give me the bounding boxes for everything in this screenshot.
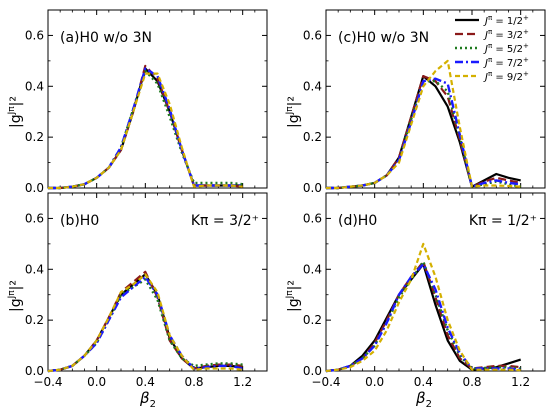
- legend: Jπ = 1/2+Jπ = 3/2+Jπ = 5/2+Jπ = 7/2+Jπ =…: [455, 14, 529, 83]
- y-axis-label-top-left: |gJπ|²: [7, 96, 24, 128]
- panel-d: −0.4 0.0 0.4 0.8 1.20.00.20.40.6 (d)H0 Kπ = 1/…: [303, 192, 546, 389]
- series-line-1: [326, 74, 521, 190]
- series-line-3: [325, 260, 521, 373]
- series-line-3: [326, 79, 521, 190]
- y-tick-label: 0.2: [303, 130, 322, 144]
- k-label: Kπ = 3/2⁺: [191, 213, 259, 229]
- x-tick-label: 0.4: [136, 375, 155, 389]
- series-line-5: [325, 242, 521, 373]
- series-line-2: [48, 64, 243, 190]
- series-line-2: [325, 260, 521, 373]
- panel-label: (a)H0 w/o 3N: [60, 30, 152, 46]
- legend-entry-4: Jπ = 7/2+: [483, 56, 529, 69]
- x-tick-label: 0.8: [462, 375, 481, 389]
- panels: 0.0 0.2 0.4 0.6 (a)H0 w/o 3N 0.0 0.2 0.4 0.6 (c)H…: [25, 9, 546, 389]
- panel-c: 0.0 0.2 0.4 0.6 (c)H0 w/o 3N: [303, 9, 546, 195]
- legend-entry-3: Jπ = 5/2+: [483, 42, 529, 55]
- series-line-4: [47, 275, 243, 373]
- y-axis-label-top-right: |gJπ|²: [285, 96, 302, 128]
- legend-entry-2: Jπ = 3/2+: [483, 28, 529, 41]
- y-axis-label-bottom-left: |gJπ|²: [7, 280, 24, 312]
- y-tick-label: 0.4: [303, 79, 322, 93]
- x-tick-label: 0.4: [414, 375, 433, 389]
- y-tick-label: 0.4: [25, 79, 44, 93]
- y-tick-label: 0.2: [25, 130, 44, 144]
- y-tick-label: 0.6: [303, 28, 322, 42]
- y-tick-label: 0.6: [25, 211, 44, 225]
- panel-a: 0.0 0.2 0.4 0.6 (a)H0 w/o 3N: [25, 9, 268, 195]
- x-tick-label: −0.4: [311, 375, 340, 389]
- y-tick-label: 0.2: [25, 313, 44, 327]
- panel-label: (d)H0: [338, 213, 377, 229]
- y-tick-label: 0.0: [25, 181, 44, 195]
- panel-label: (c)H0 w/o 3N: [338, 30, 429, 46]
- x-tick-label: 0.0: [87, 375, 106, 389]
- series-line-4: [325, 263, 521, 373]
- panel-label: (b)H0: [60, 213, 99, 229]
- series-line-5: [326, 59, 521, 190]
- y-tick-label: 0.2: [303, 313, 322, 327]
- panel-b: −0.4 0.0 0.4 0.8 1.20.00.20.40.6 (b)H0 Kπ = 3/…: [25, 192, 268, 389]
- series-line-3: [47, 278, 243, 373]
- legend-entry-5: Jπ = 9/2+: [483, 70, 529, 83]
- y-tick-label: 0.0: [25, 364, 44, 378]
- series-line-2: [326, 74, 521, 190]
- k-label: Kπ = 1/2⁺: [469, 213, 537, 229]
- series-line-1: [47, 273, 243, 373]
- y-tick-label: 0.0: [303, 181, 322, 195]
- series-line-1: [325, 263, 522, 373]
- y-tick-label: 0.4: [25, 262, 44, 276]
- x-tick-label: 1.2: [233, 375, 252, 389]
- y-tick-label: 0.6: [25, 28, 44, 42]
- series-line-1: [48, 67, 243, 190]
- series-line-5: [48, 72, 243, 190]
- legend-entry-1: Jπ = 1/2+: [483, 14, 529, 27]
- x-tick-label: 0.0: [365, 375, 384, 389]
- series-line-3: [48, 69, 243, 190]
- x-tick-label: 0.8: [184, 375, 203, 389]
- x-tick-label: 1.2: [511, 375, 530, 389]
- y-tick-label: 0.4: [303, 262, 322, 276]
- y-tick-label: 0.6: [303, 211, 322, 225]
- series-line-4: [48, 67, 243, 190]
- y-tick-label: 0.0: [303, 364, 322, 378]
- x-axis-label-right: β2: [415, 389, 432, 410]
- series-line-5: [47, 273, 243, 373]
- series-line-4: [326, 77, 521, 190]
- x-axis-label-left: β2: [139, 389, 156, 410]
- series-line-2: [47, 270, 243, 373]
- x-tick-label: −0.4: [33, 375, 62, 389]
- y-axis-label-bottom-right: |gJπ|²: [285, 280, 302, 312]
